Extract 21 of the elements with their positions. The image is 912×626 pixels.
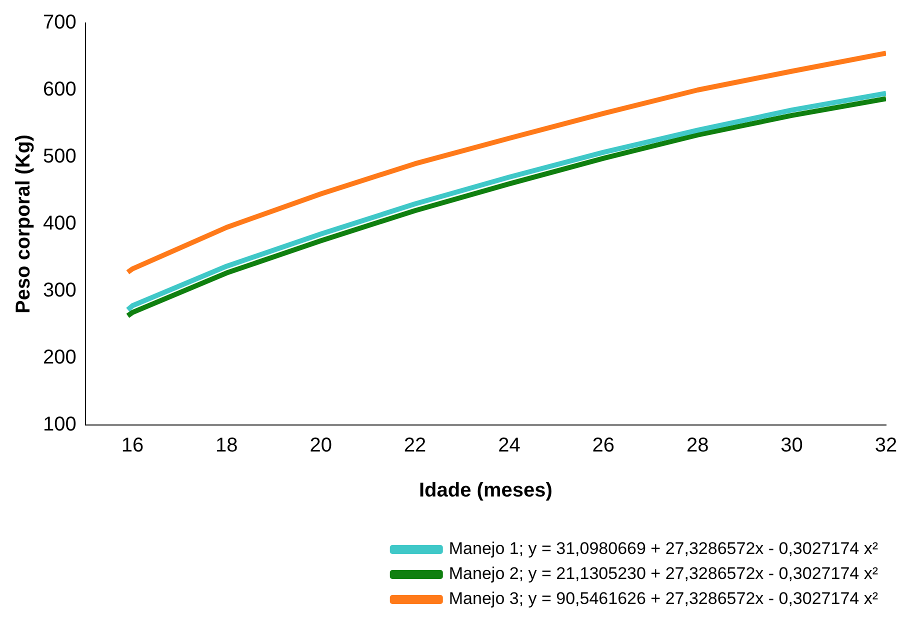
x-tick-label: 32 [874, 434, 898, 457]
x-tick-label: 20 [310, 434, 332, 457]
y-tick-label: 500 [42, 146, 76, 168]
legend-label: Manejo 1; y = 31,0980669 + 27,3286572x - 0,3027174 x² [448, 539, 878, 558]
x-tick-label: 18 [216, 434, 238, 457]
y-axis-title: Peso corporal (Kg) [12, 134, 35, 314]
y-tick-label: 100 [42, 414, 76, 436]
legend-label: Manejo 2; y = 21,1305230 + 27,3286572x - 0,3027174 x² [448, 564, 878, 584]
y-tick-label: 700 [42, 12, 76, 34]
x-tick-label: 30 [780, 434, 803, 457]
y-tick-label: 400 [42, 212, 76, 235]
x-tick-label: 24 [498, 434, 520, 457]
x-axis-title: Idade (meses) [418, 480, 552, 502]
y-tick-label: 200 [42, 346, 76, 369]
y-tick-label: 300 [42, 280, 76, 302]
x-tick-label: 16 [121, 434, 144, 457]
legend-label: Manejo 3; y = 90,5461626 + 27,3286572x - 0,3027174 x² [448, 589, 878, 608]
y-tick-label: 600 [42, 78, 76, 101]
x-tick-label: 22 [404, 434, 426, 457]
x-tick-label: 28 [686, 434, 709, 457]
x-tick-label: 26 [592, 434, 615, 457]
